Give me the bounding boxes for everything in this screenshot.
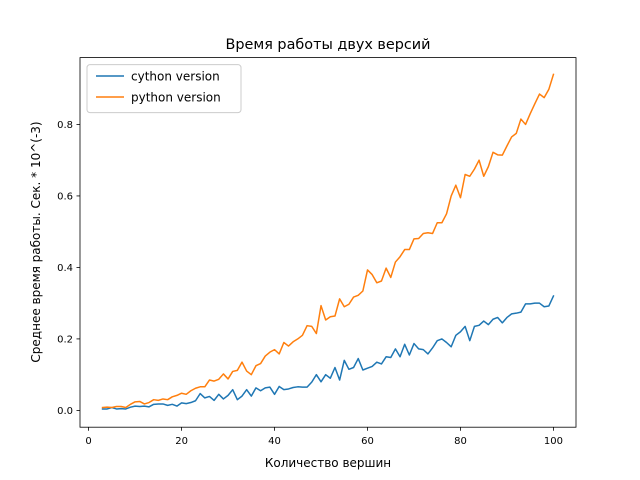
legend-label-python: python version — [131, 91, 221, 105]
legend-box — [86, 64, 242, 114]
legend-label-cython: cython version — [131, 70, 220, 84]
x-tick-label: 60 — [361, 436, 374, 447]
y-axis-label: Среднее время работы. Сек. * 10^(-3) — [29, 121, 43, 362]
y-tick-label: 0.8 — [57, 120, 73, 131]
x-tick-label: 40 — [268, 436, 281, 447]
y-tick-label: 0.0 — [57, 406, 73, 417]
plot-frame — [79, 57, 577, 428]
x-tick-label: 100 — [544, 436, 563, 447]
y-axis: 0.0 0.2 0.4 0.6 0.8 — [57, 120, 80, 417]
x-tick-label: 0 — [85, 436, 91, 447]
y-tick-label: 0.4 — [57, 263, 73, 274]
series-line-python — [101, 73, 555, 409]
x-tick-label: 80 — [454, 436, 467, 447]
chart-title: Время работы двух версий — [225, 37, 430, 53]
y-tick-label: 0.6 — [57, 192, 73, 203]
x-axis-label: Количество вершин — [265, 456, 391, 470]
y-tick-label: 0.2 — [57, 335, 73, 346]
legend: cython version python version — [86, 64, 242, 114]
x-axis: 0 20 40 60 80 100 — [85, 427, 563, 447]
x-tick-label: 20 — [175, 436, 188, 447]
series-line-cython — [101, 295, 555, 410]
series-lines — [101, 73, 555, 410]
